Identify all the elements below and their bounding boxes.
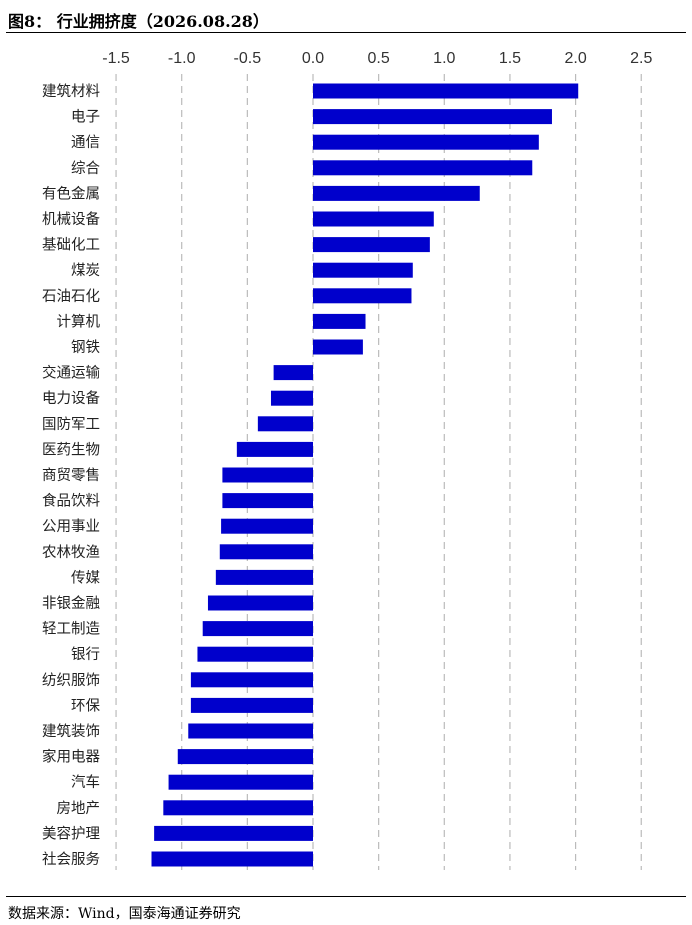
category-label: 商贸零售 (42, 467, 100, 484)
bar (202, 621, 313, 637)
category-label: 银行 (71, 646, 100, 663)
x-tick-label: -1.5 (102, 50, 130, 67)
bar (163, 800, 313, 816)
bar (273, 365, 313, 381)
category-label: 综合 (71, 160, 100, 177)
category-label: 钢铁 (71, 339, 100, 356)
bar (168, 774, 313, 790)
category-label: 医药生物 (42, 441, 100, 458)
category-label: 社会服务 (42, 851, 100, 868)
category-label: 纺织服饰 (42, 672, 100, 689)
x-tick-label: 1.0 (433, 50, 455, 67)
category-label: 计算机 (57, 313, 101, 330)
category-label: 轻工制造 (42, 621, 100, 638)
page-title: 图8： 行业拥挤度（2026.08.28） (8, 12, 269, 31)
category-label: 食品饮料 (42, 493, 100, 510)
bar (219, 544, 313, 560)
category-label: 家用电器 (42, 749, 100, 766)
category-label: 汽车 (71, 774, 100, 791)
bar (313, 211, 434, 227)
bar (313, 134, 539, 150)
bar (313, 83, 579, 99)
x-tick-label: -0.5 (234, 50, 262, 67)
category-label: 有色金属 (42, 185, 100, 202)
bar (313, 288, 412, 304)
bar (313, 313, 366, 329)
bar (270, 390, 313, 406)
category-labels: 建筑材料电子通信综合有色金属机械设备基础化工煤炭石油石化计算机钢铁交通运输电力设… (42, 83, 100, 868)
bar (151, 851, 313, 867)
category-label: 环保 (71, 697, 100, 714)
category-label: 建筑装饰 (42, 723, 100, 740)
bar (236, 441, 313, 457)
bar (313, 237, 430, 253)
category-label: 公用事业 (42, 518, 100, 535)
bar (221, 518, 313, 534)
category-label: 国防军工 (42, 416, 100, 433)
category-label: 交通运输 (42, 364, 100, 382)
bar (313, 109, 552, 125)
category-label: 农林牧渔 (42, 544, 100, 561)
category-label: 传媒 (71, 569, 100, 586)
bar (215, 569, 313, 585)
x-tick-label: 2.5 (630, 50, 652, 67)
category-label: 通信 (71, 134, 100, 151)
category-label: 建筑材料 (42, 83, 100, 100)
x-tick-labels: -1.5 -1.0 -0.5 0.0 0.5 1.0 1.5 2.0 2.5 (102, 50, 652, 67)
x-tick-label: -1.0 (168, 50, 196, 67)
footer: 数据来源：Wind，国泰海通证券研究 (6, 896, 686, 922)
category-label: 石油石化 (42, 288, 100, 305)
bar (313, 185, 480, 201)
bar (222, 467, 313, 483)
bar (207, 595, 313, 611)
bar (190, 672, 313, 688)
bar (197, 646, 313, 662)
title-bar: 图8： 行业拥挤度（2026.08.28） (6, 2, 686, 33)
x-tick-label: 2.0 (564, 50, 586, 67)
category-label: 基础化工 (42, 237, 100, 254)
x-tick-label: 0.0 (302, 50, 324, 67)
bars (151, 83, 579, 867)
category-label: 美容护理 (42, 825, 100, 842)
category-label: 电子 (71, 109, 100, 126)
bar (313, 160, 533, 176)
bar (177, 749, 313, 765)
bar (313, 262, 413, 278)
category-label: 机械设备 (42, 211, 100, 228)
category-label: 煤炭 (71, 262, 100, 279)
category-label: 电力设备 (42, 390, 100, 407)
bar (188, 723, 313, 739)
source-note: 数据来源：Wind，国泰海通证券研究 (8, 906, 241, 922)
bar (313, 339, 363, 355)
bar (154, 825, 313, 841)
bar (222, 493, 313, 509)
x-tick-label: 0.5 (368, 50, 390, 67)
bar (190, 697, 313, 713)
category-label: 房地产 (57, 800, 101, 817)
category-label: 非银金融 (42, 595, 100, 612)
x-tick-label: 1.5 (499, 50, 521, 67)
bar (257, 416, 313, 432)
